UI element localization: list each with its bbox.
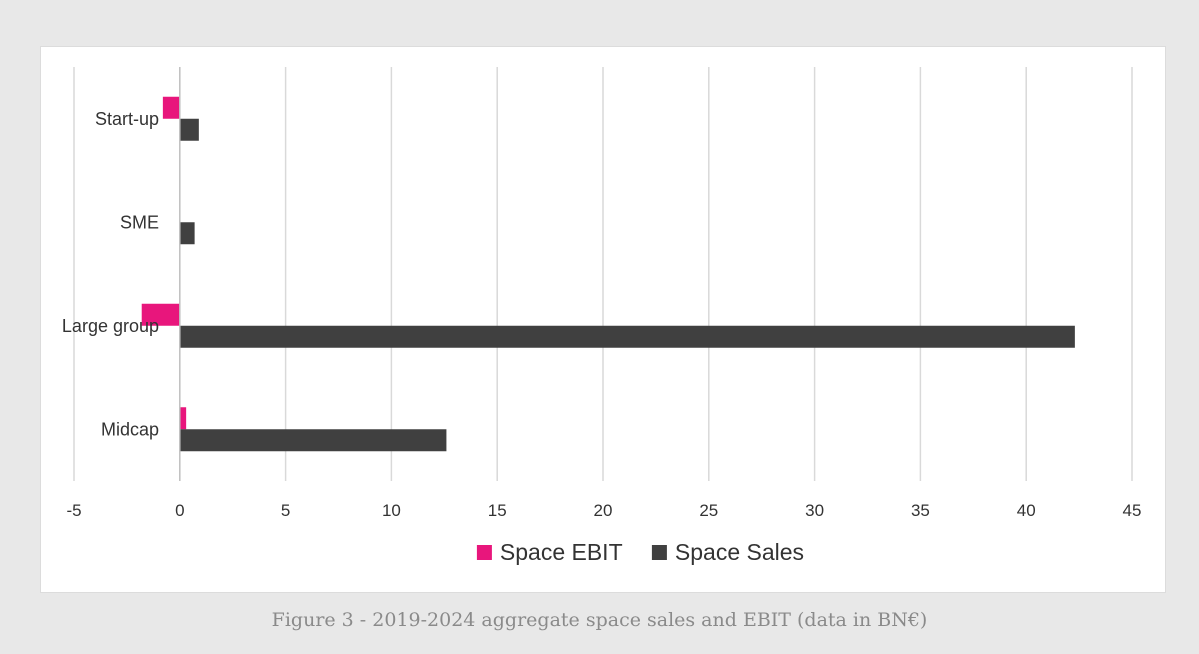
bar-space-sales-sme [179,222,195,245]
category-label: Midcap [101,419,159,439]
bars [141,96,1075,452]
bar-space-ebit-start-up [162,96,180,119]
bar-space-ebit-midcap [179,407,187,430]
x-tick-label: 40 [1017,501,1036,520]
legend-label: Space Sales [675,539,804,565]
legend-swatch [476,545,492,560]
legend-swatch [651,545,667,560]
category-labels: Start-up SME Large group Midcap [62,109,159,440]
x-tick-label: 20 [594,501,613,520]
bar-chart: -5 0 5 10 15 20 25 30 35 40 45 Start-up SME Large gr… [62,67,1141,565]
gridlines [73,67,1133,481]
x-tick-label: 10 [382,501,401,520]
category-label: Start-up [95,109,159,129]
x-tick-label: 25 [699,501,718,520]
x-tick-label: -5 [66,501,81,520]
category-label: Large group [62,316,159,336]
x-tick-labels: -5 0 5 10 15 20 25 30 35 40 45 [66,501,1141,520]
bar-space-sales-start-up [179,118,199,141]
bar-space-ebit-large-group [141,303,180,326]
legend: Space EBIT Space Sales [476,539,804,565]
x-tick-label: 35 [911,501,930,520]
x-tick-label: 30 [805,501,824,520]
bar-space-sales-midcap [179,429,447,452]
figure-caption: Figure 3 - 2019-2024 aggregate space sal… [271,609,928,631]
x-tick-label: 5 [281,501,290,520]
x-tick-label: 0 [175,501,184,520]
legend-label: Space EBIT [500,539,623,565]
x-tick-label: 45 [1123,501,1142,520]
category-label: SME [120,212,159,232]
bar-space-sales-large-group [179,325,1075,348]
x-tick-label: 15 [488,501,507,520]
